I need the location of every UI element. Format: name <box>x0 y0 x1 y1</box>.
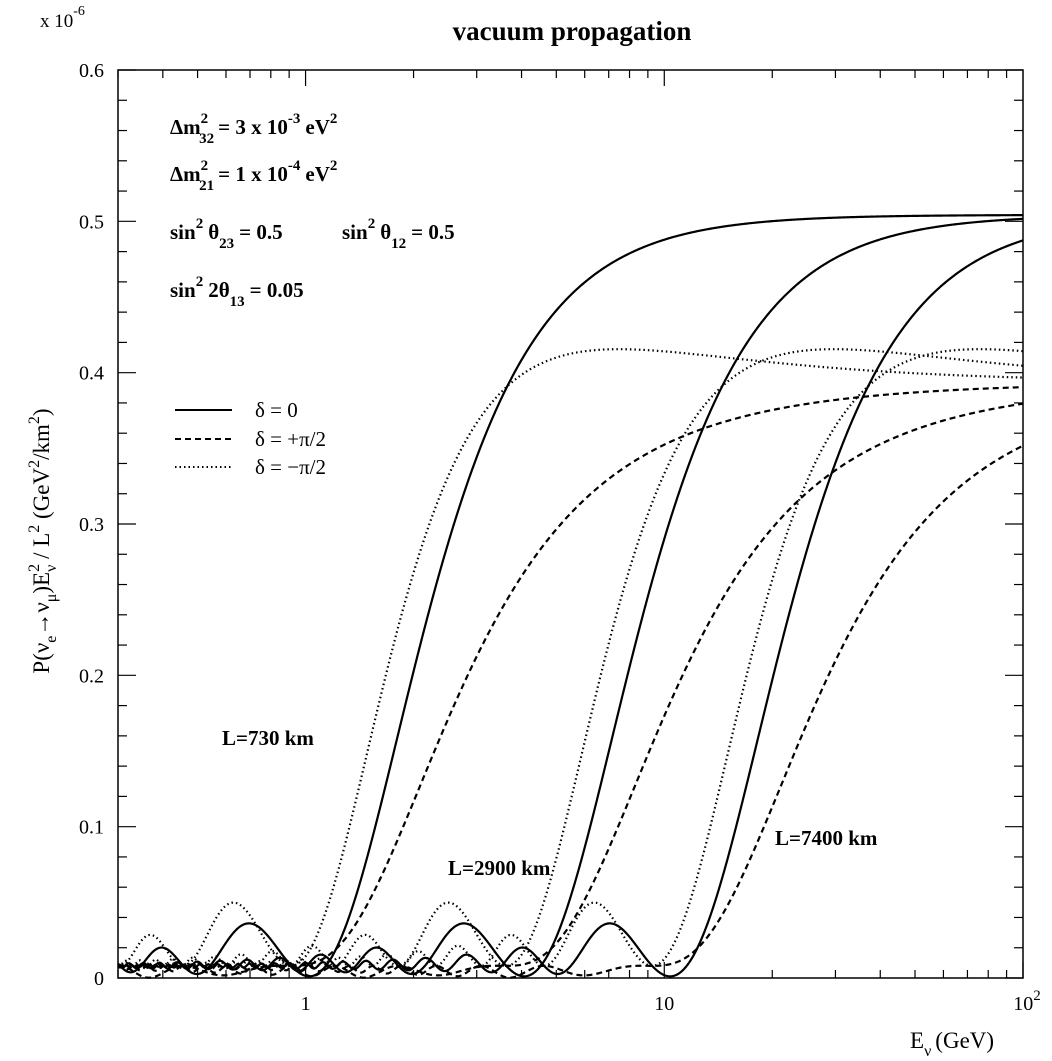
plot-frame <box>117 69 1024 979</box>
y-tick-label: 0.5 <box>79 211 104 233</box>
curve-L7400-dotted <box>117 348 1024 968</box>
baseline-label-7400: L=7400 km <box>775 826 878 850</box>
curve-L2900-dotted <box>117 348 1024 968</box>
curve-L730-dotted <box>117 348 1024 967</box>
y-tick-label: 0.1 <box>79 817 104 839</box>
param-dm32: Δm2 32 = 3 x 10-3 eV2 <box>170 111 337 147</box>
x-axis-label: Eν (GeV) <box>910 1028 994 1060</box>
y-tick-label: 0.2 <box>79 665 104 687</box>
legend: δ = 0 δ = +π/2 δ = −π/2 <box>175 398 326 479</box>
baseline-label-2900: L=2900 km <box>448 856 551 880</box>
curve-L730-solid <box>117 214 1023 978</box>
y-tick-label: 0.4 <box>79 363 104 385</box>
param-s13: sin2 2θ13 = 0.05 <box>170 274 304 310</box>
legend-label-solid: δ = 0 <box>255 398 298 422</box>
param-dm21: Δm2 21 = 1 x 10-4 eV2 <box>170 158 337 194</box>
y-tick-label: 0.3 <box>79 514 104 536</box>
x-tick-label: 1 <box>301 993 311 1015</box>
param-s23: sin2 θ23 = 0.5 <box>170 216 283 252</box>
parameter-block: Δm2 32 = 3 x 10-3 eV2 Δm2 21 = 1 x 10-4 eV2 si… <box>170 111 455 310</box>
legend-label-dotted: δ = −π/2 <box>255 455 326 479</box>
y-tick-label: 0.6 <box>79 60 104 82</box>
curves <box>117 214 1024 979</box>
curve-L7400-dashed <box>117 444 1024 979</box>
legend-label-dashed: δ = +π/2 <box>255 427 326 451</box>
curve-L2900-dashed <box>117 402 1024 979</box>
param-s12: sin2 θ12 = 0.5 <box>342 216 455 252</box>
chart-title: vacuum propagation <box>453 16 692 46</box>
y-scale-label: x 10-6 <box>40 4 85 32</box>
baseline-label-730: L=730 km <box>222 726 314 750</box>
y-tick-label: 0 <box>94 968 104 990</box>
x-tick-label: 10 <box>654 993 674 1015</box>
curve-L2900-solid <box>117 217 1024 978</box>
